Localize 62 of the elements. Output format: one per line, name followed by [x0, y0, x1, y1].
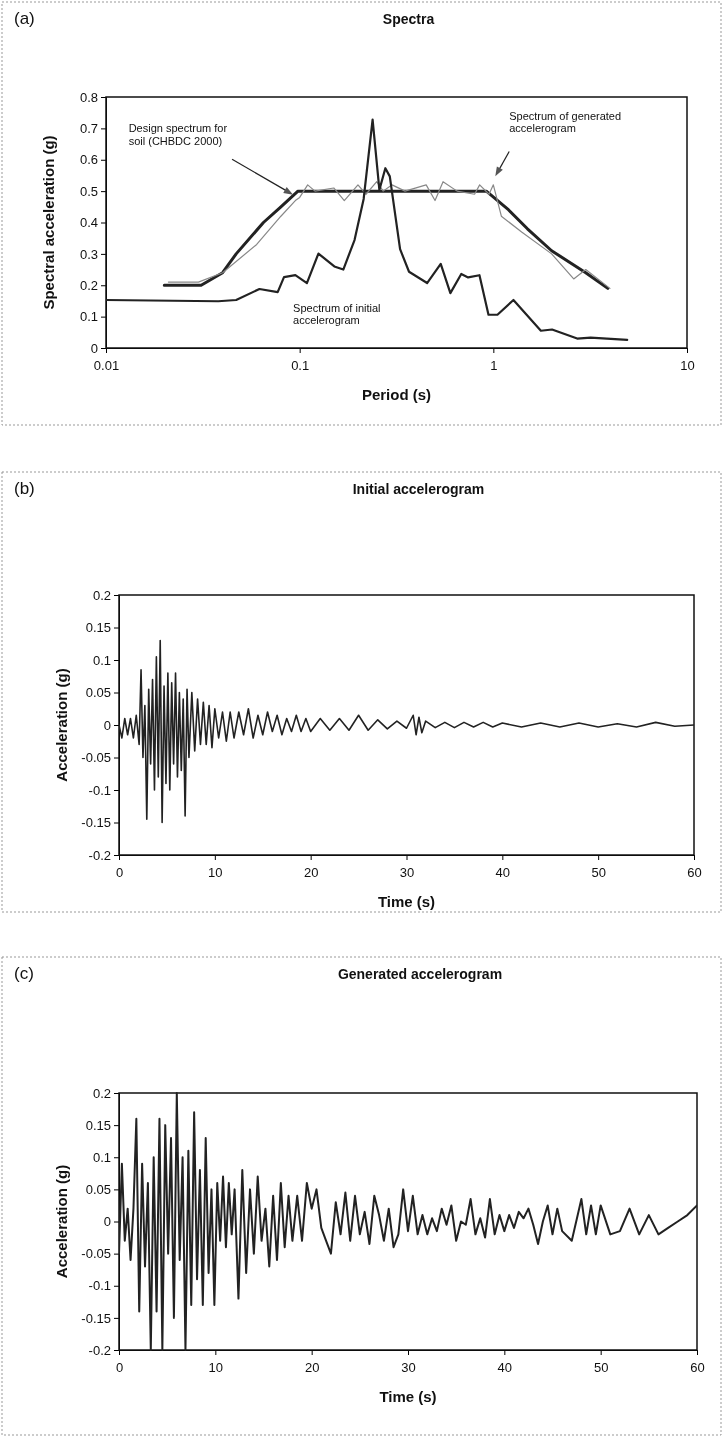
- chart-title: Spectra: [382, 11, 435, 27]
- y-tick-label: 0.8: [79, 89, 98, 105]
- line-series: [119, 1092, 697, 1351]
- x-tick-label: 1: [490, 358, 498, 374]
- y-tick-label: 0.15: [85, 620, 111, 636]
- y-tick-label: 0.2: [79, 277, 98, 293]
- x-tick-label: 20: [303, 865, 319, 881]
- y-tick-label: -0.2: [88, 1342, 111, 1358]
- y-tick-label: 0.15: [85, 1117, 111, 1133]
- y-tick-label: 0.2: [92, 1085, 111, 1101]
- x-axis-title: Time (s): [377, 893, 436, 910]
- y-tick-label: 0.1: [79, 309, 98, 325]
- y-axis-title: Spectral acceleration (g): [40, 135, 57, 310]
- y-tick-label: 0.1: [92, 1149, 111, 1165]
- x-tick-label: 50: [593, 1360, 609, 1376]
- annotation: Spectrum of generated accelerogram: [509, 109, 622, 135]
- y-tick-label: 0.7: [79, 121, 98, 137]
- annotation: Spectrum of initial accelerogram: [293, 301, 381, 327]
- x-tick-label: 30: [399, 865, 415, 881]
- x-tick-label: 50: [591, 865, 606, 881]
- line-series: [119, 639, 694, 824]
- y-axis-title: Acceleration (g): [53, 1164, 70, 1279]
- text: (b): [14, 479, 35, 498]
- annotation: Design spectrum for soil (CHBDC 2000): [128, 122, 228, 147]
- x-axis-title: Time (s): [379, 1388, 437, 1405]
- chart-title: Generated accelerogram: [337, 966, 503, 982]
- y-tick-label: 0: [103, 717, 111, 733]
- y-tick-label: 0: [90, 340, 98, 356]
- y-tick-label: 0: [103, 1214, 111, 1230]
- y-tick-label: 0.2: [92, 587, 111, 603]
- x-tick-label: 30: [401, 1360, 416, 1376]
- x-tick-label: 60: [690, 1360, 705, 1376]
- y-tick-label: 0.1: [92, 652, 111, 668]
- x-tick-label: 20: [304, 1360, 320, 1376]
- x-tick-label: 0: [115, 1360, 124, 1376]
- y-tick-label: -0.15: [81, 1310, 111, 1326]
- y-tick-label: 0.05: [85, 685, 111, 701]
- y-tick-label: -0.1: [88, 782, 111, 798]
- y-tick-label: 0.5: [79, 183, 98, 199]
- x-tick-label: 0.1: [291, 358, 310, 374]
- x-axis-title: Period (s): [361, 386, 432, 403]
- x-tick-label: 10: [680, 358, 695, 374]
- y-tick-label: 0.3: [79, 246, 98, 262]
- x-tick-label: 0.01: [93, 358, 120, 374]
- text: (c): [14, 964, 34, 983]
- y-tick-label: -0.05: [81, 750, 111, 766]
- y-tick-label: 0.4: [79, 215, 98, 231]
- x-tick-label: 0: [115, 865, 124, 881]
- y-tick-label: -0.15: [81, 815, 111, 831]
- text: (a): [14, 9, 35, 28]
- x-tick-label: 60: [687, 865, 702, 881]
- y-tick-label: -0.05: [81, 1246, 111, 1262]
- chart-title: Initial accelerogram: [352, 481, 485, 497]
- x-tick-label: 40: [497, 1360, 513, 1376]
- y-tick-label: 0.6: [79, 152, 98, 168]
- x-tick-label: 40: [495, 865, 511, 881]
- x-tick-label: 10: [208, 1360, 224, 1376]
- x-tick-label: 10: [208, 865, 223, 881]
- y-tick-label: -0.2: [88, 847, 111, 863]
- y-tick-label: 0.05: [85, 1182, 111, 1198]
- y-axis-title: Acceleration (g): [53, 668, 70, 782]
- y-tick-label: -0.1: [88, 1278, 111, 1294]
